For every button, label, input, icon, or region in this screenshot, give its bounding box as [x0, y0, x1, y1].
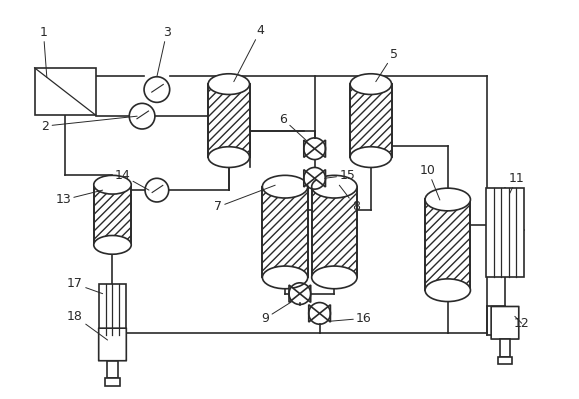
Bar [350, 84, 391, 157]
Text: 17: 17 [67, 277, 102, 294]
Circle shape [144, 77, 170, 103]
Polygon shape [304, 140, 314, 157]
Text: 10: 10 [420, 164, 440, 200]
Text: 2: 2 [42, 116, 137, 132]
Polygon shape [300, 285, 311, 302]
Text: 1: 1 [39, 26, 47, 77]
Bar [94, 185, 131, 245]
Ellipse shape [208, 147, 250, 168]
Circle shape [129, 103, 155, 129]
Ellipse shape [208, 74, 250, 95]
Polygon shape [304, 170, 314, 187]
Ellipse shape [262, 266, 308, 289]
Circle shape [145, 178, 168, 202]
FancyBboxPatch shape [491, 306, 519, 339]
Ellipse shape [94, 235, 131, 254]
Polygon shape [320, 305, 331, 322]
Bar [312, 187, 357, 277]
Text: 11: 11 [509, 172, 525, 193]
Text: 4: 4 [234, 24, 265, 82]
Ellipse shape [425, 279, 471, 302]
Polygon shape [309, 305, 320, 322]
Bar [486, 188, 523, 277]
Ellipse shape [94, 175, 131, 194]
Ellipse shape [312, 175, 357, 198]
Text: 5: 5 [376, 47, 398, 82]
Bar [107, 361, 118, 379]
Bar [498, 357, 512, 364]
Text: 14: 14 [115, 169, 149, 190]
Text: 3: 3 [157, 26, 171, 77]
Bar [105, 379, 120, 385]
Text: 12: 12 [514, 316, 530, 330]
Text: 8: 8 [339, 185, 360, 213]
Ellipse shape [312, 266, 357, 289]
Bar [94, 185, 131, 245]
Bar [312, 187, 357, 277]
Text: 16: 16 [329, 312, 372, 325]
Bar [500, 339, 510, 357]
Polygon shape [289, 285, 300, 302]
Text: 6: 6 [279, 113, 307, 141]
Bar [98, 284, 126, 335]
Bar [262, 187, 308, 277]
Ellipse shape [425, 188, 471, 211]
Bar [425, 200, 471, 290]
Bar [425, 200, 471, 290]
Polygon shape [314, 140, 325, 157]
Text: 15: 15 [324, 169, 355, 182]
Bar [350, 84, 391, 157]
Polygon shape [314, 170, 325, 187]
Text: 7: 7 [214, 185, 275, 213]
Ellipse shape [350, 147, 391, 168]
Ellipse shape [350, 74, 391, 95]
Bar [208, 84, 250, 157]
Text: 18: 18 [67, 310, 108, 340]
Ellipse shape [262, 175, 308, 198]
Bar [35, 68, 96, 115]
Text: 9: 9 [261, 302, 292, 325]
FancyBboxPatch shape [98, 328, 126, 361]
Text: 13: 13 [56, 190, 102, 207]
Bar [208, 84, 250, 157]
Bar [262, 187, 308, 277]
